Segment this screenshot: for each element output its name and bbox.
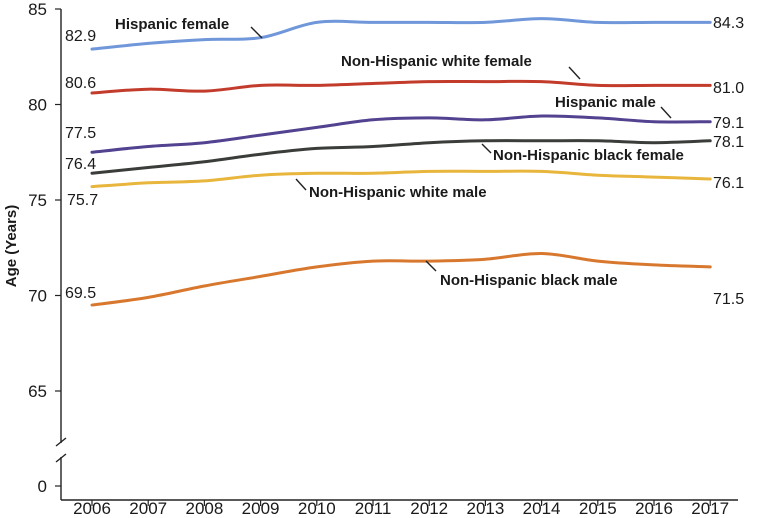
y-tick-label: 85 [28, 0, 47, 19]
series-line-nh-black-female [90, 139, 712, 175]
series-name-label-nh-white-female: Non-Hispanic white female [341, 53, 532, 70]
series-line-nh-white-male [90, 169, 712, 189]
series-name-label-nh-white-male: Non-Hispanic white male [309, 184, 487, 201]
end-value-label-nh-white-female: 81.0 [713, 80, 744, 97]
series-line-hispanic-male [90, 114, 712, 154]
y-tick-label: 80 [28, 96, 47, 115]
leader-line-nh-black-female [481, 143, 492, 154]
x-tick-label: 2008 [185, 499, 223, 518]
leader-line-nh-white-male [295, 178, 307, 191]
series-line-nh-black-male [90, 251, 712, 307]
series-line-hispanic-female [90, 17, 712, 51]
leader-line-nh-black-male [425, 260, 437, 272]
x-tick-label: 2015 [579, 499, 617, 518]
series-name-label-hispanic-female: Hispanic female [115, 16, 229, 33]
end-value-label-hispanic-male: 79.1 [713, 115, 744, 132]
x-tick-label: 2007 [129, 499, 167, 518]
y-tick-label: 70 [28, 287, 47, 306]
x-tick-label: 2011 [355, 499, 392, 518]
x-tick-label: 2014 [523, 499, 561, 518]
end-value-label-nh-white-male: 76.1 [713, 175, 744, 192]
end-value-label-nh-black-male: 71.5 [713, 291, 744, 308]
x-tick-label: 2017 [691, 499, 729, 518]
x-tick-label: 2006 [73, 499, 111, 518]
start-value-label-hispanic-male: 77.5 [65, 125, 96, 142]
series-line-nh-white-female [90, 79, 712, 95]
series-name-label-hispanic-male: Hispanic male [555, 94, 656, 111]
y-tick-label: 65 [28, 382, 47, 401]
series-name-label-nh-black-female: Non-Hispanic black female [493, 147, 684, 164]
x-tick-label: 2012 [410, 499, 448, 518]
axes-group: 0 65 70 75 80 85 2006 2007 2008 2009 2010 2011 2012 2… [28, 0, 738, 518]
start-value-label-nh-black-male: 69.5 [65, 285, 96, 302]
start-value-label-nh-white-male: 75.7 [67, 192, 98, 209]
x-tick-label: 2016 [635, 499, 673, 518]
y-axis-break-mark-top [55, 437, 67, 447]
x-tick-label: 2013 [466, 499, 504, 518]
series-labels-group: 82.9 84.3 80.6 81.0 77.5 79.1 76.4 78.1 75.7 76.1… [65, 15, 744, 308]
x-tick-label: 2010 [298, 499, 336, 518]
leader-line-hispanic-male [660, 106, 672, 119]
y-axis-break-mark-bottom [55, 453, 67, 463]
series-lines-group [90, 17, 712, 307]
y-axis-title: Age (Years) [3, 205, 20, 288]
start-value-label-hispanic-female: 82.9 [65, 28, 96, 45]
end-value-label-nh-black-female: 78.1 [713, 134, 744, 151]
leader-line-nh-white-female [568, 66, 581, 80]
series-name-label-nh-black-male: Non-Hispanic black male [440, 272, 618, 289]
leader-line-hispanic-female [250, 26, 263, 39]
x-tick-label: 2009 [242, 499, 280, 518]
end-value-label-hispanic-female: 84.3 [713, 15, 744, 32]
start-value-label-nh-black-female: 76.4 [65, 156, 96, 173]
y-tick-label: 0 [38, 477, 47, 496]
y-tick-label: 75 [28, 191, 47, 210]
start-value-label-nh-white-female: 80.6 [65, 75, 96, 92]
